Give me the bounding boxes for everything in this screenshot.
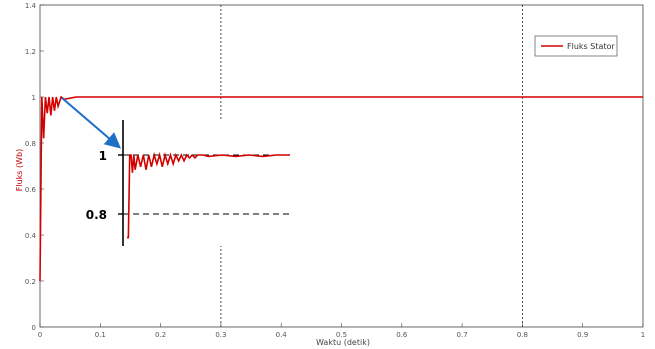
legend-label: Fluks Stator <box>567 42 615 51</box>
inset-tick-label: 1 <box>99 149 107 163</box>
y-tick-label: 0.8 <box>25 140 36 148</box>
legend: Fluks Stator <box>534 35 618 57</box>
y-tick-label: 0.4 <box>25 232 37 240</box>
x-tick-label: 0.9 <box>577 331 588 339</box>
y-axis-label: Fluks (Wb) <box>15 149 24 191</box>
x-tick-label: 0.6 <box>396 331 408 339</box>
y-tick-label: 1.2 <box>25 48 36 56</box>
inset-series-line <box>127 151 290 239</box>
inset-tick-label: 0.8 <box>86 208 107 222</box>
x-axis-label: Waktu (detik) <box>316 338 370 347</box>
x-tick-label: 1 <box>641 331 645 339</box>
x-tick-label: 0.2 <box>155 331 166 339</box>
y-tick-label: 0.2 <box>25 278 36 286</box>
x-tick-label: 0.5 <box>336 331 347 339</box>
x-tick-label: 0.4 <box>276 331 288 339</box>
legend-box <box>534 35 618 57</box>
y-tick-label: 0 <box>32 324 36 332</box>
zoom-arrow <box>61 97 122 149</box>
x-tick-label: 0.1 <box>95 331 106 339</box>
x-tick-label: 0 <box>38 331 42 339</box>
x-tick-label: 0.3 <box>215 331 226 339</box>
axis-ticks: 0 0.1 0.2 0.3 0.4 0.5 0.6 0.7 0.8 0.9 1 0 0.2 0.4 0.6 0… <box>25 2 645 339</box>
x-tick-label: 0.8 <box>517 331 528 339</box>
y-tick-label: 1 <box>32 94 36 102</box>
inset-background <box>83 120 292 246</box>
inset-zoom: 10.8 <box>61 97 292 246</box>
y-tick-label: 1.4 <box>25 2 37 10</box>
y-tick-label: 0.6 <box>25 186 37 194</box>
x-tick-label: 0.7 <box>457 331 468 339</box>
